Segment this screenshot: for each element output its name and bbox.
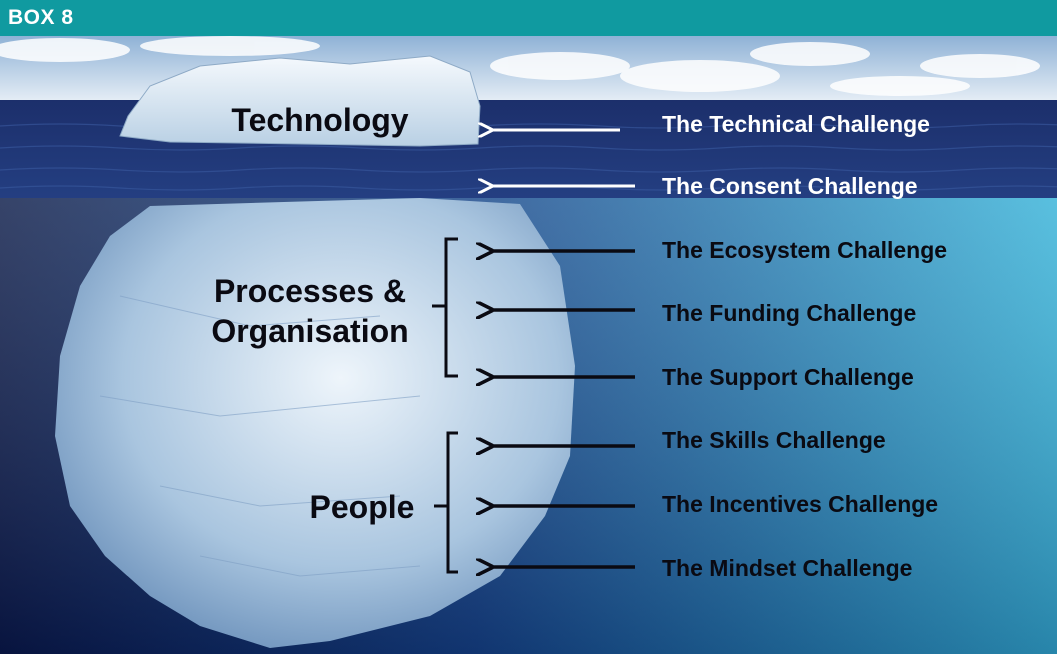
group-label-people: People — [310, 489, 415, 525]
iceberg-diagram: Technology Processes & Organisation Peop… — [0, 36, 1057, 654]
challenge-support: The Support Challenge — [662, 364, 914, 390]
clouds — [0, 36, 1040, 96]
box-header: BOX 8 — [0, 0, 1057, 36]
group-label-processes-line1: Processes & — [214, 273, 406, 309]
group-label-processes-line2: Organisation — [211, 313, 408, 349]
bracket-people — [434, 431, 458, 574]
challenge-incentives: The Incentives Challenge — [662, 491, 938, 517]
challenge-ecosystem: The Ecosystem Challenge — [662, 237, 947, 263]
challenge-mindset: The Mindset Challenge — [662, 555, 912, 581]
bracket-processes — [432, 237, 458, 378]
iceberg-tip — [119, 55, 481, 147]
challenge-consent: The Consent Challenge — [662, 173, 918, 199]
challenge-funding: The Funding Challenge — [662, 300, 916, 326]
challenge-skills: The Skills Challenge — [662, 427, 886, 453]
challenge-technical: The Technical Challenge — [662, 111, 930, 137]
technology-label: Technology — [231, 102, 408, 138]
box-title: BOX 8 — [8, 6, 74, 29]
